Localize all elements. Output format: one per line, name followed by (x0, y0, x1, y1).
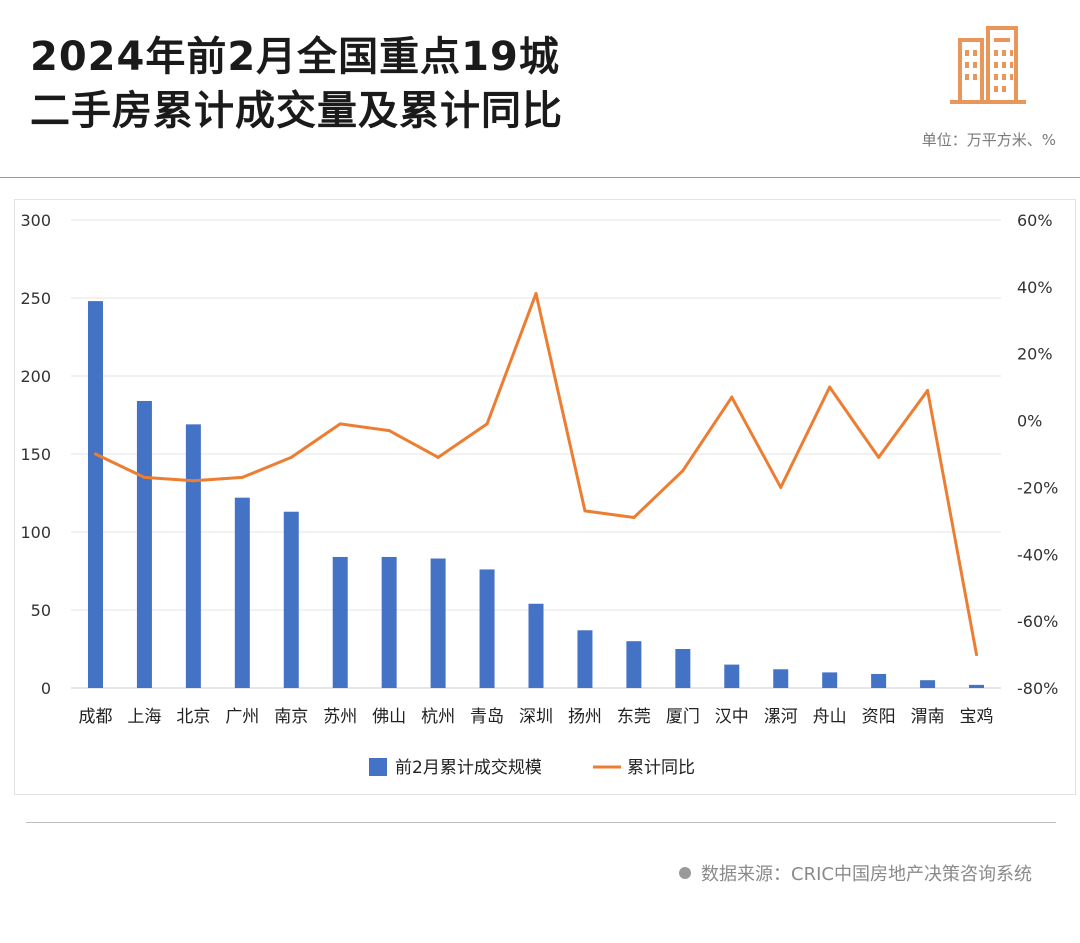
x-tick-label: 扬州 (568, 707, 602, 727)
x-tick-label: 汉中 (715, 707, 749, 727)
line-point (681, 469, 685, 473)
line-point (191, 479, 195, 483)
bar (626, 641, 642, 688)
line-point (142, 475, 146, 479)
line-point (779, 485, 783, 489)
header-divider (0, 177, 1080, 178)
bar (234, 497, 250, 688)
line-point (828, 385, 832, 389)
bar (871, 673, 887, 688)
y-left-tick-label: 150 (20, 445, 51, 464)
y-right-tick-label: 60% (1017, 211, 1053, 230)
x-tick-label: 渭南 (911, 707, 945, 727)
y-left-tick-label: 100 (20, 523, 51, 542)
x-tick-label: 深圳 (519, 707, 553, 727)
x-tick-label: 佛山 (372, 707, 406, 727)
line-point (877, 455, 881, 459)
bar (577, 630, 593, 688)
y-left-tick-label: 200 (20, 367, 51, 386)
y-left-tick-label: 250 (20, 289, 51, 308)
legend-bar-swatch (369, 758, 387, 776)
bar (528, 603, 544, 688)
line-point (289, 455, 293, 459)
line-point (926, 388, 930, 392)
x-tick-label: 成都 (78, 707, 112, 727)
footer-divider (26, 822, 1056, 823)
combo-chart: 0 50 100 150 200 250 300 -80% -60% -40% -20% 0% 20% 4… (20, 211, 1058, 778)
line-point (485, 422, 489, 426)
y-right-tick-label: 0% (1017, 412, 1042, 431)
legend-line-label: 累计同比 (627, 758, 695, 778)
x-tick-label: 北京 (176, 707, 210, 727)
x-tick-label: 苏州 (323, 707, 357, 727)
x-tick-label: 广州 (225, 707, 259, 727)
unit-label: 单位：万平方米、% (921, 131, 1056, 149)
y-left-tick-label: 0 (41, 679, 51, 698)
line-point (93, 452, 97, 456)
line-point (436, 455, 440, 459)
bar (87, 301, 103, 688)
bar (920, 680, 936, 688)
x-tick-label: 宝鸡 (960, 707, 994, 727)
chart-area: 0 50 100 150 200 250 300 -80% -60% -40% -20% 0% 20% 4… (14, 199, 1076, 795)
line-point (240, 475, 244, 479)
line-point (583, 509, 587, 513)
x-tick-label: 上海 (127, 707, 161, 727)
title-line-1: 2024年前2月全国重点19城 (30, 34, 560, 80)
line-point (730, 395, 734, 399)
y-right-tick-label: -40% (1017, 545, 1058, 564)
y-right-tick-label: -20% (1017, 478, 1058, 497)
y-right-tick-label: -80% (1017, 679, 1058, 698)
bar (430, 558, 446, 688)
bar (185, 424, 201, 688)
chart-title: 2024年前2月全国重点19城 二手房累计成交量及累计同比 (30, 30, 563, 138)
source-dot (679, 867, 692, 879)
bar (381, 556, 397, 688)
line-point (387, 429, 391, 433)
y-right-tick-label: -60% (1017, 612, 1058, 631)
y-left-tick-label: 50 (31, 601, 51, 620)
source-text: 数据来源：CRIC中国房地产决策咨询系统 (701, 864, 1032, 885)
line-point (338, 422, 342, 426)
bar (724, 664, 740, 688)
x-tick-label: 资阳 (862, 707, 896, 727)
bar (283, 511, 299, 688)
x-tick-label: 厦门 (666, 707, 700, 727)
bar (332, 556, 348, 688)
bar (479, 569, 495, 688)
y-right-tick-label: 40% (1017, 278, 1053, 297)
bar (675, 649, 691, 688)
y-left-tick-label: 300 (20, 211, 51, 230)
x-tick-label: 漯河 (764, 707, 798, 727)
line-point (534, 292, 538, 296)
x-tick-label: 杭州 (421, 707, 455, 727)
legend-bar-label: 前2月累计成交规模 (395, 758, 542, 778)
x-tick-label: 青岛 (470, 707, 504, 727)
line-point (632, 516, 636, 520)
y-right-tick-label: 20% (1017, 345, 1053, 364)
bar (969, 684, 985, 688)
line-point (975, 653, 979, 657)
bar (773, 669, 789, 688)
x-tick-label: 南京 (274, 707, 308, 727)
bar (136, 400, 152, 688)
x-tick-label: 东莞 (617, 707, 651, 727)
title-line-2: 二手房累计成交量及累计同比 (30, 88, 563, 134)
building-icon (950, 26, 1026, 104)
x-tick-label: 舟山 (813, 707, 847, 727)
source-note: 数据来源：CRIC中国房地产决策咨询系统 (679, 860, 1032, 886)
bar (822, 672, 838, 688)
series-line (94, 292, 979, 655)
